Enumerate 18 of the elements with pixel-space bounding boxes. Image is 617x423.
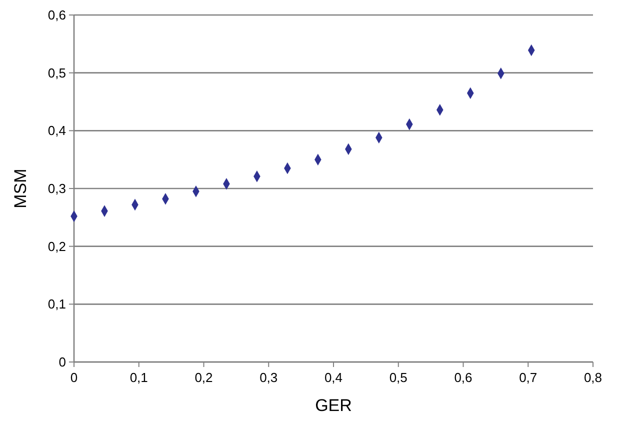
y-tick-label: 0,1 bbox=[48, 296, 66, 312]
x-tick-label: 0,6 bbox=[454, 370, 472, 385]
x-tick-label: 0,4 bbox=[324, 370, 343, 385]
x-tick-label: 0,5 bbox=[389, 370, 408, 385]
x-axis-title: GER bbox=[315, 396, 352, 415]
x-tick-label: 0,1 bbox=[130, 370, 148, 385]
y-tick-label: 0,2 bbox=[48, 238, 66, 254]
y-axis-title: MSM bbox=[11, 168, 30, 208]
x-tick-label: 0,2 bbox=[194, 370, 213, 385]
x-tick-label: 0 bbox=[70, 370, 78, 385]
y-tick-label: 0 bbox=[58, 354, 66, 370]
x-tick-label: 0,7 bbox=[519, 370, 538, 385]
x-tick-label: 0,8 bbox=[584, 370, 602, 385]
y-tick-label: 0,4 bbox=[48, 123, 66, 138]
y-tick-label: 0,3 bbox=[48, 181, 66, 196]
y-tick-label: 0,5 bbox=[48, 65, 66, 80]
x-tick-label: 0,3 bbox=[260, 370, 278, 385]
y-tick-label: 0,6 bbox=[48, 8, 66, 23]
